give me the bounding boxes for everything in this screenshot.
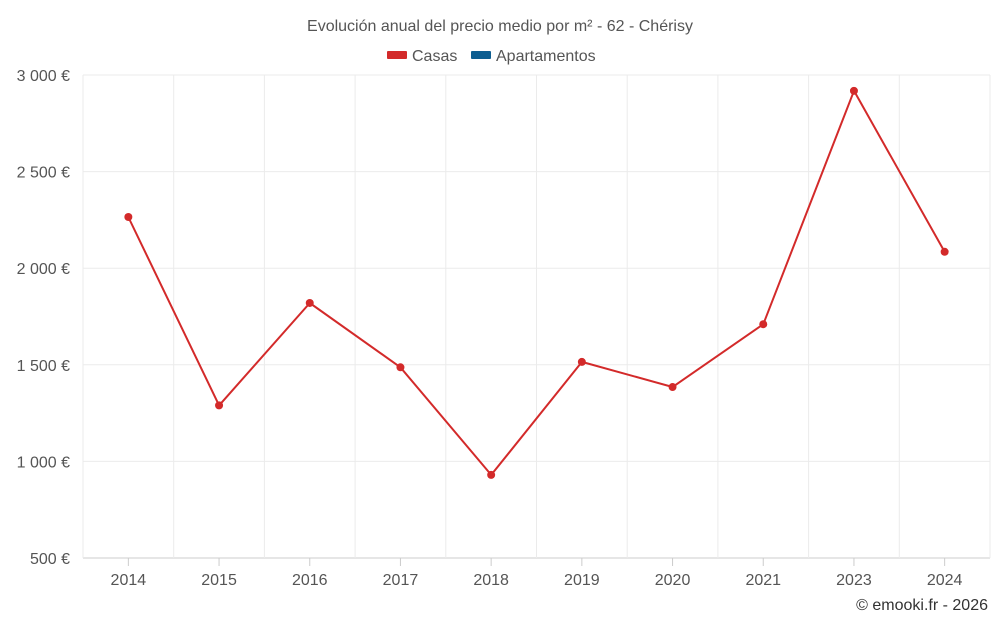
x-tick-label: 2020: [655, 572, 691, 589]
data-point-casas[interactable]: [215, 401, 224, 410]
x-tick-label: 2015: [201, 572, 237, 589]
data-point-casas[interactable]: [668, 383, 677, 392]
chart-title: Evolución anual del precio medio por m² …: [307, 18, 693, 35]
y-tick-label: 1 000 €: [17, 454, 70, 471]
data-point-casas[interactable]: [305, 298, 314, 307]
data-point-casas[interactable]: [396, 363, 405, 372]
legend-swatch-casas[interactable]: [387, 51, 407, 59]
x-tick-label: 2016: [292, 572, 328, 589]
x-tick-label: 2018: [473, 572, 509, 589]
x-axis-ticks: 2014 2015 2016 2017 2018 2019 2020 2021 2023 2024: [111, 558, 963, 589]
x-tick-label: 2021: [745, 572, 781, 589]
y-tick-label: 1 500 €: [17, 358, 70, 375]
series-layer: [124, 86, 949, 479]
data-point-casas[interactable]: [577, 357, 586, 366]
x-tick-label: 2014: [111, 572, 147, 589]
data-point-casas[interactable]: [124, 213, 133, 222]
copyright-text: © emooki.fr - 2026: [856, 597, 988, 614]
data-point-casas[interactable]: [849, 86, 858, 95]
legend-swatch-apartamentos[interactable]: [471, 51, 491, 59]
legend-label-apartamentos[interactable]: Apartamentos: [496, 48, 596, 65]
legend-label-casas[interactable]: Casas: [412, 48, 457, 65]
series-line-casas: [127, 89, 946, 476]
y-tick-label: 2 500 €: [17, 165, 70, 182]
y-tick-label: 500 €: [30, 551, 70, 568]
legend[interactable]: Casas Apartamentos: [387, 48, 596, 65]
x-tick-label: 2019: [564, 572, 600, 589]
y-tick-label: 3 000 €: [17, 68, 70, 85]
y-tick-label: 2 000 €: [17, 261, 70, 278]
x-tick-label: 2024: [927, 572, 963, 589]
y-axis-ticks: 500 € 1 000 € 1 500 € 2 000 € 2 500 € 3 000 €: [17, 68, 70, 568]
x-gridlines: [82, 75, 991, 558]
data-point-casas[interactable]: [940, 247, 949, 256]
x-tick-label: 2017: [383, 572, 419, 589]
data-point-casas[interactable]: [759, 320, 768, 329]
x-tick-label: 2023: [836, 572, 872, 589]
data-point-casas[interactable]: [487, 470, 496, 479]
